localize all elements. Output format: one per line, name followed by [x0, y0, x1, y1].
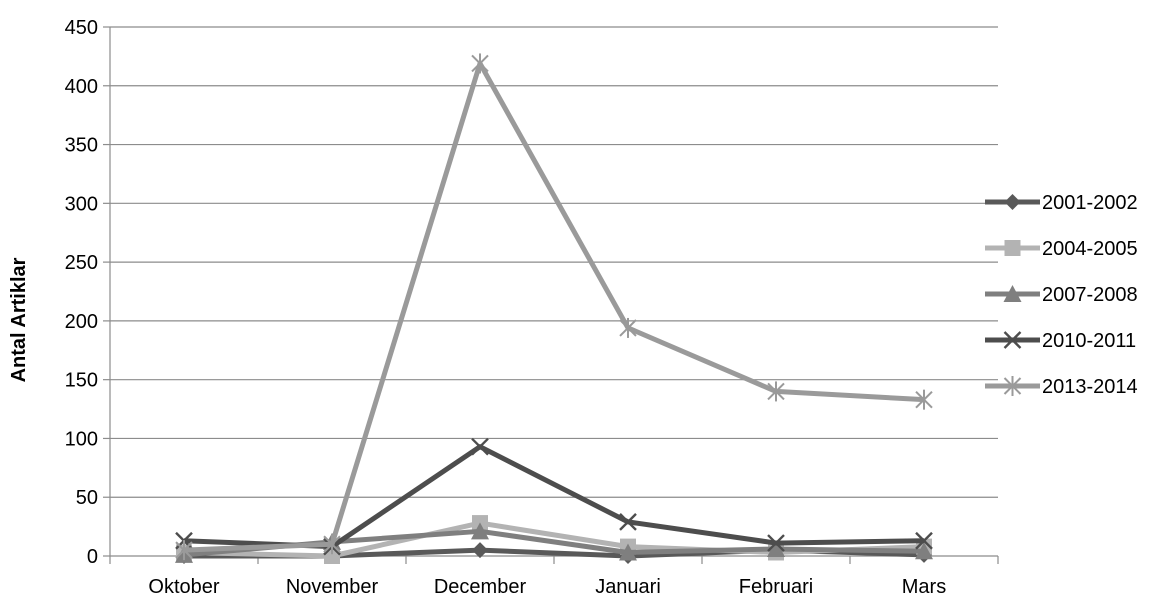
- y-axis-title: Antal Artiklar: [8, 257, 30, 382]
- data-point: [767, 539, 785, 557]
- series-2013-2014: [175, 53, 933, 561]
- data-point: [471, 437, 489, 456]
- legend-marker: [1003, 285, 1022, 302]
- legend-item: 2007-2008: [985, 284, 1138, 306]
- y-tick-label: 200: [65, 311, 98, 333]
- data-point: [619, 543, 637, 561]
- legend-marker: [1003, 331, 1022, 349]
- series-group: [175, 53, 933, 564]
- x-tick-label: Mars: [902, 576, 946, 598]
- legend-item: 2004-2005: [985, 238, 1138, 260]
- x-tick-label: November: [286, 576, 379, 598]
- x-tick-label: Februari: [739, 576, 813, 598]
- y-tick-label: 400: [65, 76, 98, 98]
- data-point: [915, 389, 933, 410]
- series-line: [183, 60, 925, 553]
- y-tick-label: 250: [65, 252, 98, 274]
- y-tick-label: 350: [65, 135, 98, 157]
- legend-label: 2004-2005: [1042, 238, 1138, 260]
- legend-item: 2001-2002: [985, 192, 1138, 214]
- x-tick-label: December: [434, 576, 527, 598]
- legend-marker: [1004, 194, 1021, 210]
- x-tick-label: Januari: [595, 576, 661, 598]
- data-point: [323, 534, 341, 555]
- axes: 0 50 100 150 200 250 300 350 400 450 Oktober Novemb…: [65, 17, 999, 598]
- legend-marker: [1003, 376, 1022, 396]
- data-point: [175, 540, 193, 561]
- data-point: [471, 53, 489, 74]
- gridlines: [110, 26, 998, 498]
- y-tick-label: 100: [65, 428, 98, 450]
- data-point: [915, 531, 933, 550]
- data-point: [767, 534, 785, 552]
- y-tick-label: 0: [87, 546, 98, 568]
- y-tick-label: 50: [76, 487, 98, 509]
- legend-item: 2010-2011: [985, 330, 1136, 352]
- legend-label: 2010-2011: [1042, 330, 1136, 352]
- x-tick-label: Oktober: [148, 576, 219, 598]
- data-point: [472, 542, 488, 559]
- data-point: [915, 542, 933, 560]
- data-point: [471, 522, 489, 540]
- legend: 2001-2002 2004-2005 2007-2008 2010-2011 2013…: [985, 192, 1138, 398]
- y-tick-label: 450: [65, 17, 98, 39]
- legend-marker: [1004, 240, 1021, 256]
- data-point: [767, 381, 785, 402]
- legend-label: 2007-2008: [1042, 284, 1138, 306]
- data-point: [619, 317, 637, 338]
- y-tick-label: 150: [65, 370, 98, 392]
- legend-label: 2013-2014: [1042, 376, 1138, 398]
- legend-item: 2013-2014: [985, 376, 1138, 398]
- y-tick-label: 300: [65, 193, 98, 215]
- legend-label: 2001-2002: [1042, 192, 1138, 214]
- data-point: [619, 513, 637, 531]
